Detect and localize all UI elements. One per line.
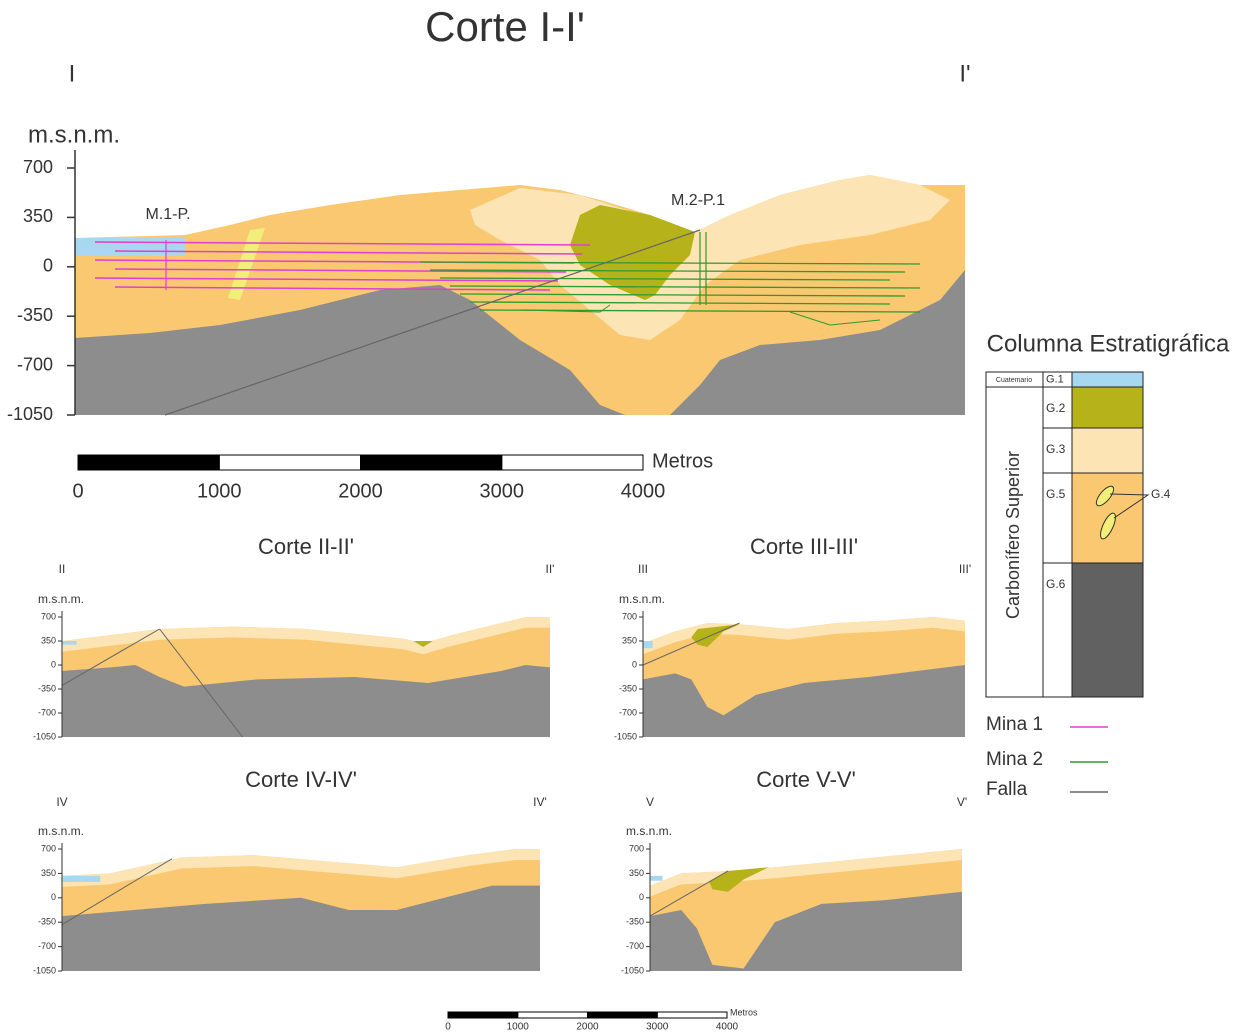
era-top-label: Cuatemario (996, 377, 1032, 384)
unit-g1 (75, 238, 185, 255)
y-tick-label: 700 (23, 157, 53, 177)
group-color (1072, 372, 1143, 387)
scale-segment (219, 455, 360, 470)
y-tick-label: -1050 (621, 965, 644, 975)
scale-label: 4000 (716, 1022, 739, 1033)
y-tick-label: 0 (51, 659, 56, 669)
y-tick-label: 0 (632, 659, 637, 669)
section-end: IV' (533, 795, 547, 809)
y-tick-label: -350 (626, 917, 644, 927)
section-start: II (59, 562, 66, 576)
section-end: III' (959, 562, 971, 576)
section-start: III (638, 562, 648, 576)
scale-segment (588, 1012, 658, 1018)
y-tick-label: -1050 (33, 731, 56, 741)
y-tick-label: 0 (43, 256, 53, 276)
group-label: G.6 (1046, 577, 1066, 591)
section-end: II' (546, 562, 555, 576)
group-label: G.3 (1046, 442, 1066, 456)
scale-unit: Metros (652, 450, 713, 472)
figure: Corte I-I'II'm.s.n.m.7003500-350-700-105… (0, 0, 1247, 1034)
y-tick-label: 700 (622, 611, 637, 621)
section-title: Corte III-III' (750, 534, 858, 559)
axis-label: m.s.n.m. (28, 121, 120, 148)
y-tick-label: -700 (38, 707, 56, 717)
axis-label: m.s.n.m. (619, 592, 665, 606)
scale-label: 2000 (338, 480, 383, 502)
axis-label: m.s.n.m. (38, 824, 84, 838)
y-tick-label: 350 (41, 868, 56, 878)
section-start: IV (56, 795, 67, 809)
section-title: Corte V-V' (756, 767, 856, 792)
axis-label: m.s.n.m. (626, 824, 672, 838)
section-end: V' (957, 795, 967, 809)
y-tick-label: -1050 (7, 404, 53, 424)
group-label: G.2 (1046, 401, 1066, 415)
y-tick-label: -350 (38, 683, 56, 693)
y-tick-label: -350 (619, 683, 637, 693)
shaft-label: M.2-P.1 (671, 192, 725, 209)
y-tick-label: -700 (38, 941, 56, 951)
axis-label: m.s.n.m. (38, 592, 84, 606)
scale-label: 3000 (646, 1022, 669, 1033)
y-tick-label: -350 (38, 917, 56, 927)
y-tick-label: 350 (622, 635, 637, 645)
scale-segment (502, 455, 643, 470)
group-color (1072, 563, 1143, 697)
y-tick-label: -1050 (33, 965, 56, 975)
scale-segment (518, 1012, 588, 1018)
legend-label: Mina 2 (986, 749, 1043, 770)
era-label: Carbonífero Superior (1003, 451, 1023, 619)
column-title: Columna Estratigráfica (987, 330, 1230, 357)
group-color (1072, 428, 1143, 473)
group-label: G.1 (1046, 373, 1064, 385)
section-start: V (646, 795, 654, 809)
scale-segment (448, 1012, 518, 1018)
y-tick-label: -700 (17, 354, 53, 374)
page: Corte I-I'II'm.s.n.m.7003500-350-700-105… (0, 0, 1247, 1034)
scale-segment (361, 455, 502, 470)
unit-g1 (62, 876, 100, 882)
scale-segment (657, 1012, 727, 1018)
section-end: I' (959, 60, 970, 87)
scale-label: 4000 (621, 480, 666, 502)
scale-label: 3000 (480, 480, 525, 502)
y-tick-label: 350 (629, 868, 644, 878)
y-tick-label: 350 (41, 635, 56, 645)
legend-label: Falla (986, 779, 1028, 800)
y-tick-label: 350 (23, 206, 53, 226)
y-tick-label: 700 (629, 843, 644, 853)
y-tick-label: 700 (41, 843, 56, 853)
scale-label: 1000 (507, 1022, 530, 1033)
group-label: G.4 (1151, 487, 1171, 501)
section-title: Corte II-II' (258, 534, 354, 559)
scale-unit: Metros (730, 1007, 758, 1017)
unit-g1 (643, 641, 653, 648)
group-color (1072, 387, 1143, 428)
unit-g1 (62, 641, 77, 645)
y-tick-label: 700 (41, 611, 56, 621)
y-tick-label: -700 (626, 941, 644, 951)
shaft-label: M.1-P. (145, 206, 190, 223)
scale-label: 1000 (197, 480, 242, 502)
y-tick-label: -1050 (614, 731, 637, 741)
group-label: G.5 (1046, 487, 1066, 501)
y-tick-label: 0 (639, 892, 644, 902)
scale-label: 2000 (576, 1022, 599, 1033)
y-tick-label: 0 (51, 892, 56, 902)
y-tick-label: -700 (619, 707, 637, 717)
scale-label: 0 (445, 1022, 451, 1033)
section-title: Corte IV-IV' (245, 767, 357, 792)
main-title: Corte I-I' (425, 3, 585, 50)
scale-segment (78, 455, 219, 470)
scale-label: 0 (72, 480, 83, 502)
section-start: I (69, 60, 76, 87)
unit-g1 (650, 876, 662, 881)
y-tick-label: -350 (17, 305, 53, 325)
legend-label: Mina 1 (986, 714, 1043, 735)
